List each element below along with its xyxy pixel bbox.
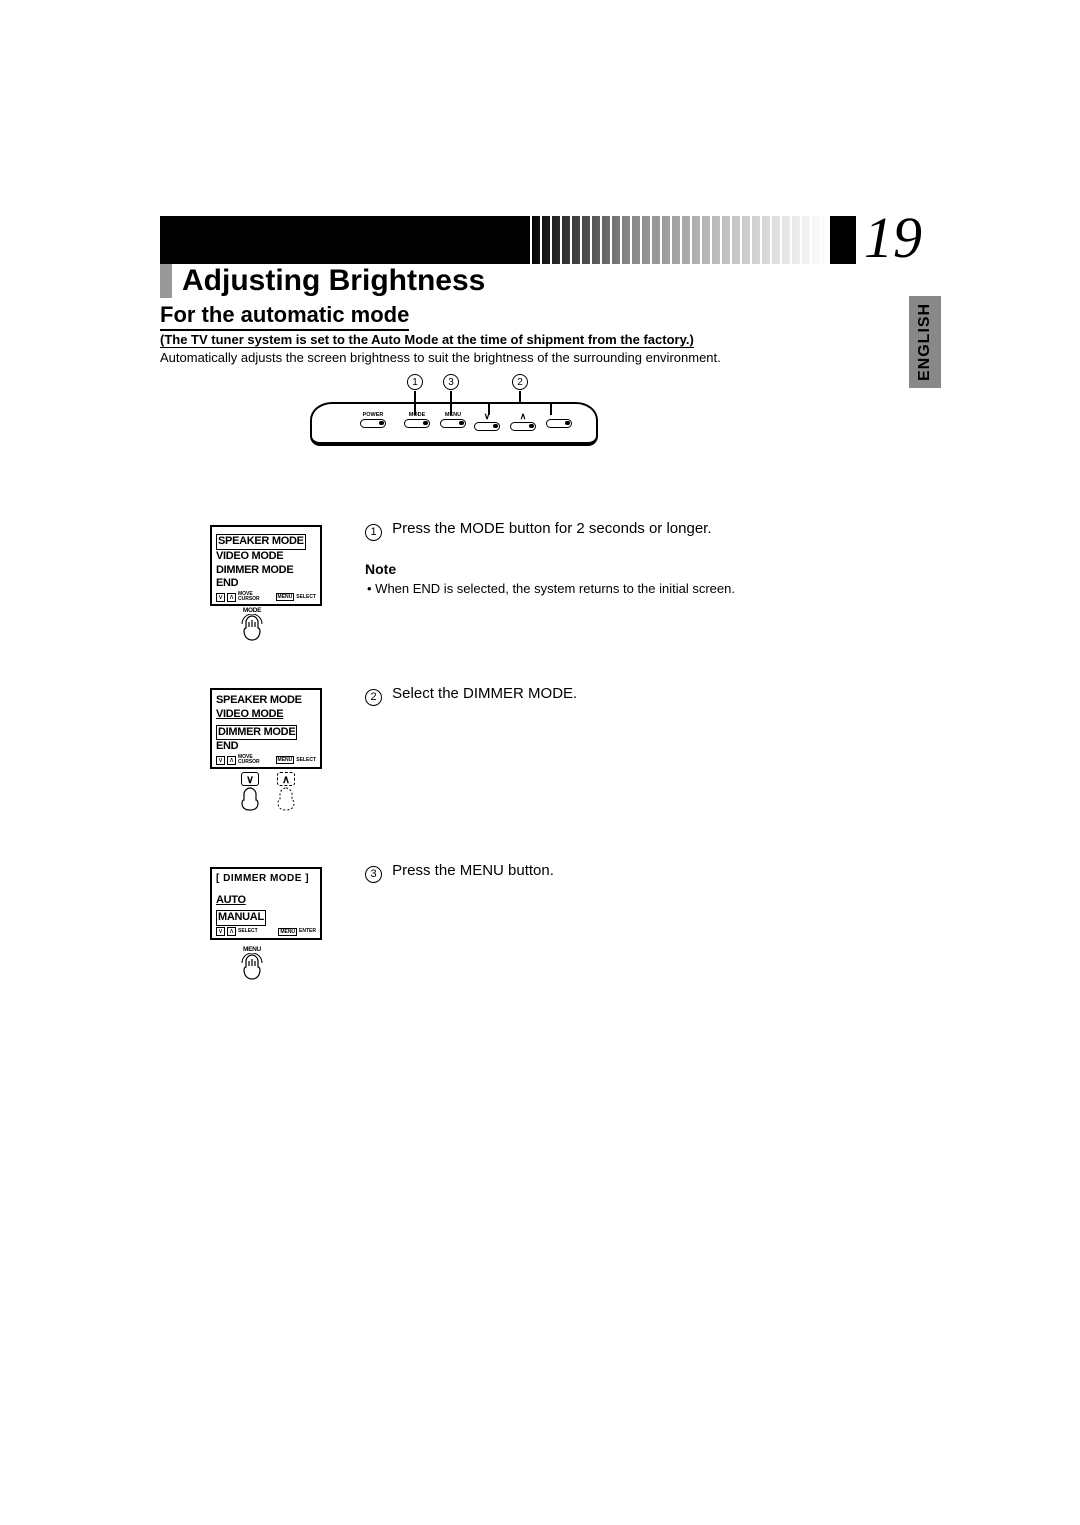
menu2-video: VIDEO MODE [216,708,316,722]
menu1-footer: ∨ ∧ MOVE CURSOR MENU SELECT [216,592,316,602]
subsection-title: For the automatic mode [160,302,409,331]
hand-icon [240,953,264,981]
up-button-icon: ∧ [277,772,295,786]
step-2-row: 2 Select the DIMMER MODE. [365,685,875,706]
menu3-enter: ENTER [299,929,316,934]
device-mode-button [404,419,430,428]
step-3-text: Press the MENU button. [392,862,554,879]
device-down-button [474,422,500,431]
menu1-video: VIDEO MODE [216,550,316,564]
device-mode-label: MODE [409,412,426,418]
hand-menu-wrap: MENU [240,946,264,986]
hand-mode-wrap: MODE [240,607,264,647]
menu2-menubox: MENU [276,756,295,764]
page-number: 19 [856,204,922,271]
menu3-manual: MANUAL [216,910,266,926]
device-menu-button [440,419,466,428]
intro-bold: (The TV tuner system is set to the Auto … [160,332,694,348]
device-up-button [510,422,536,431]
language-tab: ENGLISH [909,296,941,388]
device-power-label: POWER [363,412,384,418]
step-2-text: Select the DIMMER MODE. [392,685,577,702]
up-icon: ∧ [227,927,236,936]
down-icon: ∨ [216,756,225,765]
hand-icon [274,786,298,812]
menu1-speaker: SPEAKER MODE [216,534,306,550]
down-button-icon: ∨ [241,772,259,786]
callout-1: 1 [407,374,423,390]
device-extra-button [546,419,572,428]
up-icon: ∧ [227,756,236,765]
menu2-select: SELECT [296,758,316,763]
menu2-footer: ∨ ∧ MOVE CURSOR MENU SELECT [216,755,316,765]
header-tickmarks [530,216,830,264]
menu2-dimmer: DIMMER MODE [216,725,297,741]
menu-screen-2: SPEAKER MODE VIDEO MODE DIMMER MODE END … [210,688,322,769]
menu-screen-3: [ DIMMER MODE ] AUTO MANUAL ∨ ∧ SELECT M… [210,867,322,940]
hand-icon [238,786,262,812]
menu3-select: SELECT [238,929,258,934]
step-1-text: Press the MODE button for 2 seconds or l… [392,520,711,537]
device-power-button [360,419,386,428]
menu3-title: [ DIMMER MODE ] [216,873,316,886]
menu-screen-1: SPEAKER MODE VIDEO MODE DIMMER MODE END … [210,525,322,606]
menu2-end: END [216,740,316,754]
device-down-group: ∨ [474,412,500,431]
callout-3: 3 [443,374,459,390]
device-menu-label: MENU [445,412,461,418]
hand-mode-label: MODE [240,607,264,614]
device-diagram: 1 3 2 POWER MODE MENU ∨ ∧ [310,374,598,474]
menu1-dimmer: DIMMER MODE [216,564,316,578]
menu1-select: SELECT [296,595,316,600]
callout-2: 2 [512,374,528,390]
step-3-row: 3 Press the MENU button. [365,862,875,883]
device-body: POWER MODE MENU ∨ ∧ [310,402,598,446]
menu1-move: MOVE CURSOR [238,592,260,602]
menu3-menubox: MENU [278,928,297,936]
note-label: Note [365,561,875,577]
device-power-group: POWER [360,412,386,428]
dual-hands: ∨ ∧ [218,772,318,817]
device-up-group: ∧ [510,412,536,431]
device-menu-group: MENU [440,412,466,428]
menu3-auto: AUTO [216,894,316,908]
menu3-footer: ∨ ∧ SELECT MENU ENTER [216,927,316,936]
device-mode-group: MODE [404,412,430,428]
device-down-label: ∨ [484,412,491,421]
hand-icon [240,614,264,642]
page-header-bar: 19 [160,216,920,264]
down-icon: ∨ [216,927,225,936]
step-1-num: 1 [365,524,382,541]
step-1-row: 1 Press the MODE button for 2 seconds or… [365,520,875,596]
step-2-num: 2 [365,689,382,706]
section-title-wrap: Adjusting Brightness [160,264,920,298]
hand-menu-label: MENU [240,946,264,953]
up-icon: ∧ [227,593,236,602]
section-title: Adjusting Brightness [182,264,920,298]
down-icon: ∨ [216,593,225,602]
menu1-menubox: MENU [276,593,295,601]
device-extra-group [546,412,572,428]
step-3-num: 3 [365,866,382,883]
menu2-move: MOVE CURSOR [238,755,260,765]
device-up-label: ∧ [520,412,527,421]
intro-text: Automatically adjusts the screen brightn… [160,350,721,365]
menu2-speaker: SPEAKER MODE [216,694,316,708]
menu1-end: END [216,577,316,591]
note-bullet: • When END is selected, the system retur… [365,581,875,596]
